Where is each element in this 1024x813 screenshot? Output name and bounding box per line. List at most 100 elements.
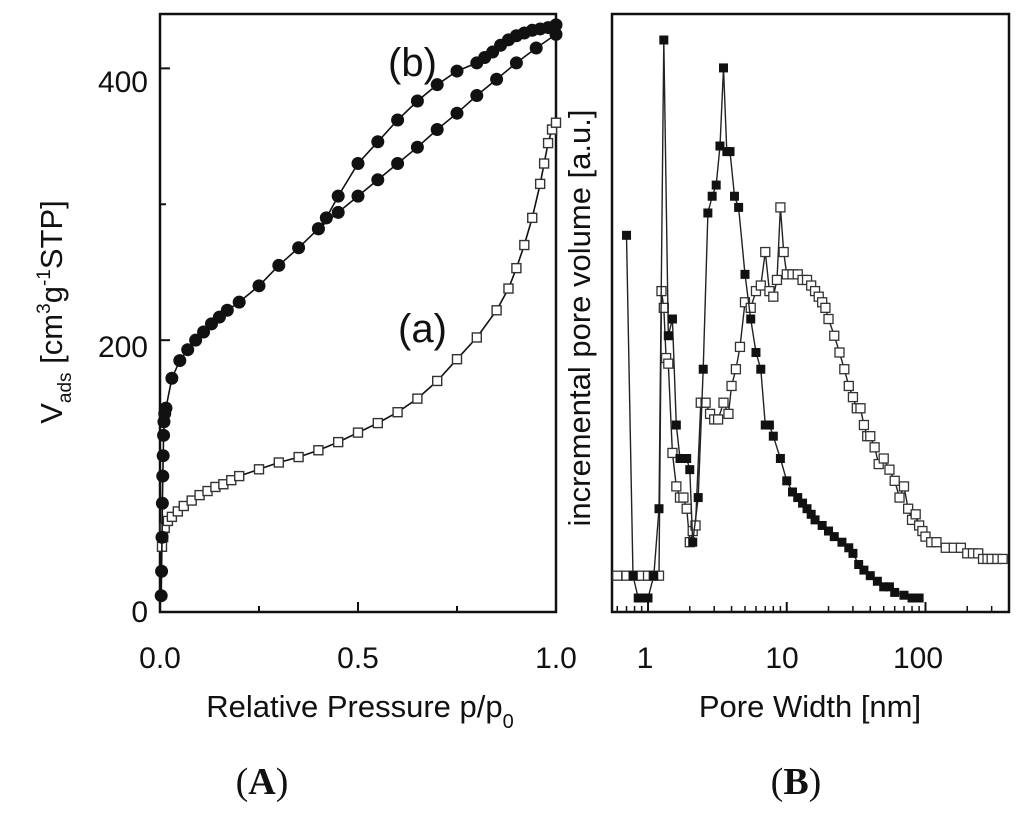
panel-label-b: (B) [771,761,822,803]
panel-a-point [181,343,195,357]
panel-a-point [155,564,169,578]
panel-a-point [333,436,344,448]
panel-b-point [787,487,797,497]
panel-b-point [907,593,917,603]
panel-b-point [707,191,717,201]
panel-b-point [764,420,774,430]
panel-b-point [628,571,638,581]
panel-b-point [837,537,847,547]
panel-b-series [612,35,1008,603]
panel-b-point [920,531,931,542]
panel-a-point [232,295,246,309]
panel-b-point [723,408,734,420]
panel-b-xtick-label: 10 [765,642,798,675]
panel-a-point [450,106,464,120]
panel-a-point [351,157,365,170]
panel-a-point [331,189,345,203]
panel-a-point [371,135,385,149]
panel-label-a-letter: A [248,761,276,803]
panel-b-point [902,503,914,514]
panel-a-point [273,457,284,468]
panel-b-point [844,543,854,553]
panel-a-xlabel-sub: 0 [503,711,514,733]
panel-a-ylabel-sup-minus1: -1 [34,269,55,286]
panel-b-point [775,454,785,463]
panel-b-point [865,431,876,442]
panel-a-point [410,140,424,154]
panel-b-point [884,464,895,475]
panel-a-point [450,64,464,78]
panel-b-point [854,560,864,570]
panel-a-xtick-label: 1.0 [535,642,577,675]
panel-b-point [638,593,648,603]
panel-b-point [729,191,739,201]
panel-b-point [839,364,850,375]
panel-a-point [542,137,554,149]
panel-b-point [884,582,894,592]
panel-a-point [511,262,522,274]
panel-a-point [432,375,443,387]
panel-b-point [715,141,725,151]
panel-b-point [671,420,681,430]
panel-b-point [751,347,761,357]
panel-b-point [726,380,737,392]
panel-a-point [156,449,170,463]
panel-a-point [527,212,538,224]
panel-b-point [899,590,909,600]
panel-b-point [771,274,783,286]
panel-b-point [894,492,905,503]
panel-b-xtick-label: 1 [637,642,654,675]
panel-b-point [834,347,845,358]
panel-b-point [806,509,816,519]
panel-a-ylabel-stp: STP] [34,200,69,269]
panel-b-point [782,476,792,486]
panel-a: 400 200 0 0.0 0.5 1.0 Relative Pressure … [34,12,577,733]
panel-b-point [793,493,803,503]
panel-b-point [810,515,820,525]
panel-b-point [681,503,692,514]
panel-b-point [865,571,875,581]
panel-b-point [847,391,859,403]
panel-a-ticks [159,67,557,613]
panel-b-point [739,297,751,308]
panel-b-point [659,35,669,45]
panel-a-point [538,158,550,169]
panel-b-point [824,526,834,536]
panel-a-point [410,94,424,108]
panel-a-point [166,511,178,523]
panel-b-series-line-1 [625,39,920,599]
panel-b-point [734,202,744,212]
panel-a-point [159,401,173,415]
panel-a-ytick-label: 200 [98,331,148,364]
panel-a-point [313,445,324,456]
panel-b-point [878,453,889,464]
panel-a-point [372,417,383,429]
panel-a-ylabel-v: V [34,403,69,424]
panel-a-point [197,325,211,339]
panel-a-point [550,117,562,128]
panel-a-point [272,258,286,272]
panel-b-point [663,358,674,369]
panel-b-xlabel: Pore Width [nm] [699,689,921,724]
panel-a-point [392,407,403,418]
panel-b-point [703,208,713,218]
panel-a-point [157,428,171,442]
panel-a-point [534,178,546,190]
panel-label-a: (A) [236,761,289,803]
panel-b-point [740,269,750,279]
panel-b-point [858,419,870,431]
panel-b-point [760,246,771,258]
panel-a-point [351,189,365,203]
panel-b-point [682,454,692,463]
panel-b-point [890,587,900,597]
panel-b-point [693,493,703,503]
panel-b-point [643,593,653,603]
panel-b-point [654,504,664,514]
panel-b-point [700,397,711,408]
panel-b-point [649,571,659,581]
panel-b-point [756,364,766,374]
panel-a-point [154,589,168,603]
series-label-a: (a) [398,307,447,351]
panel-b-xtick-label: 100 [893,642,943,675]
panel-b-point [778,246,789,258]
